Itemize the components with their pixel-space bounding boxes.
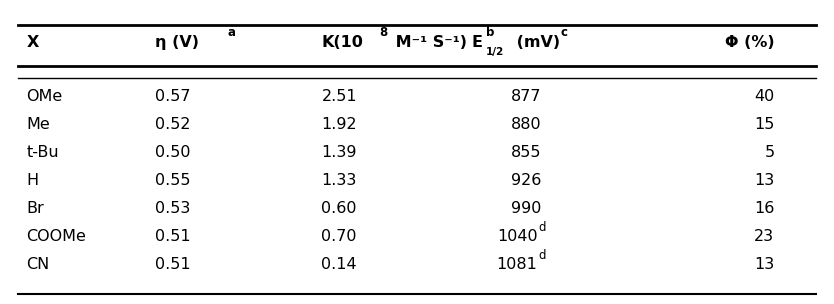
Text: 13: 13 [754, 173, 775, 188]
Text: OMe: OMe [27, 89, 63, 104]
Text: 880: 880 [511, 117, 542, 132]
Text: 0.55: 0.55 [155, 173, 191, 188]
Text: Me: Me [27, 117, 50, 132]
Text: 0.50: 0.50 [155, 145, 191, 160]
Text: CN: CN [27, 257, 49, 272]
Text: 0.57: 0.57 [155, 89, 191, 104]
Text: 1/2: 1/2 [486, 47, 505, 57]
Text: H: H [27, 173, 38, 188]
Text: 0.52: 0.52 [155, 117, 191, 132]
Text: 2.51: 2.51 [321, 89, 357, 104]
Text: 877: 877 [511, 89, 542, 104]
Text: t-Bu: t-Bu [27, 145, 59, 160]
Text: (mV): (mV) [511, 35, 560, 50]
Text: M⁻¹ S⁻¹): M⁻¹ S⁻¹) [389, 35, 466, 50]
Text: 0.60: 0.60 [321, 201, 357, 216]
Text: 990: 990 [511, 201, 542, 216]
Text: 1.92: 1.92 [321, 117, 357, 132]
Text: 5: 5 [764, 145, 775, 160]
Text: K(10: K(10 [321, 35, 364, 50]
Text: 23: 23 [754, 229, 775, 244]
Text: η (V): η (V) [155, 35, 199, 50]
Text: 40: 40 [754, 89, 775, 104]
Text: a: a [228, 26, 235, 39]
Text: 0.51: 0.51 [155, 257, 191, 272]
Text: Φ (%): Φ (%) [725, 35, 775, 50]
Text: 0.51: 0.51 [155, 229, 191, 244]
Text: 1081: 1081 [497, 257, 538, 272]
Text: 8: 8 [379, 26, 388, 39]
Text: E: E [471, 35, 482, 50]
Text: X: X [27, 35, 38, 50]
Text: COOMe: COOMe [27, 229, 86, 244]
Text: 13: 13 [754, 257, 775, 272]
Text: 926: 926 [511, 173, 542, 188]
Text: 15: 15 [754, 117, 775, 132]
Text: d: d [539, 221, 546, 234]
Text: 16: 16 [754, 201, 775, 216]
Text: Br: Br [27, 201, 44, 216]
Text: 0.70: 0.70 [321, 229, 357, 244]
Text: b: b [486, 26, 495, 39]
Text: 0.53: 0.53 [155, 201, 190, 216]
Text: 0.14: 0.14 [321, 257, 357, 272]
Text: 855: 855 [511, 145, 542, 160]
Text: 1.39: 1.39 [321, 145, 357, 160]
Text: d: d [539, 249, 546, 262]
Text: 1040: 1040 [497, 229, 538, 244]
Text: c: c [560, 26, 568, 39]
Text: 1.33: 1.33 [321, 173, 357, 188]
